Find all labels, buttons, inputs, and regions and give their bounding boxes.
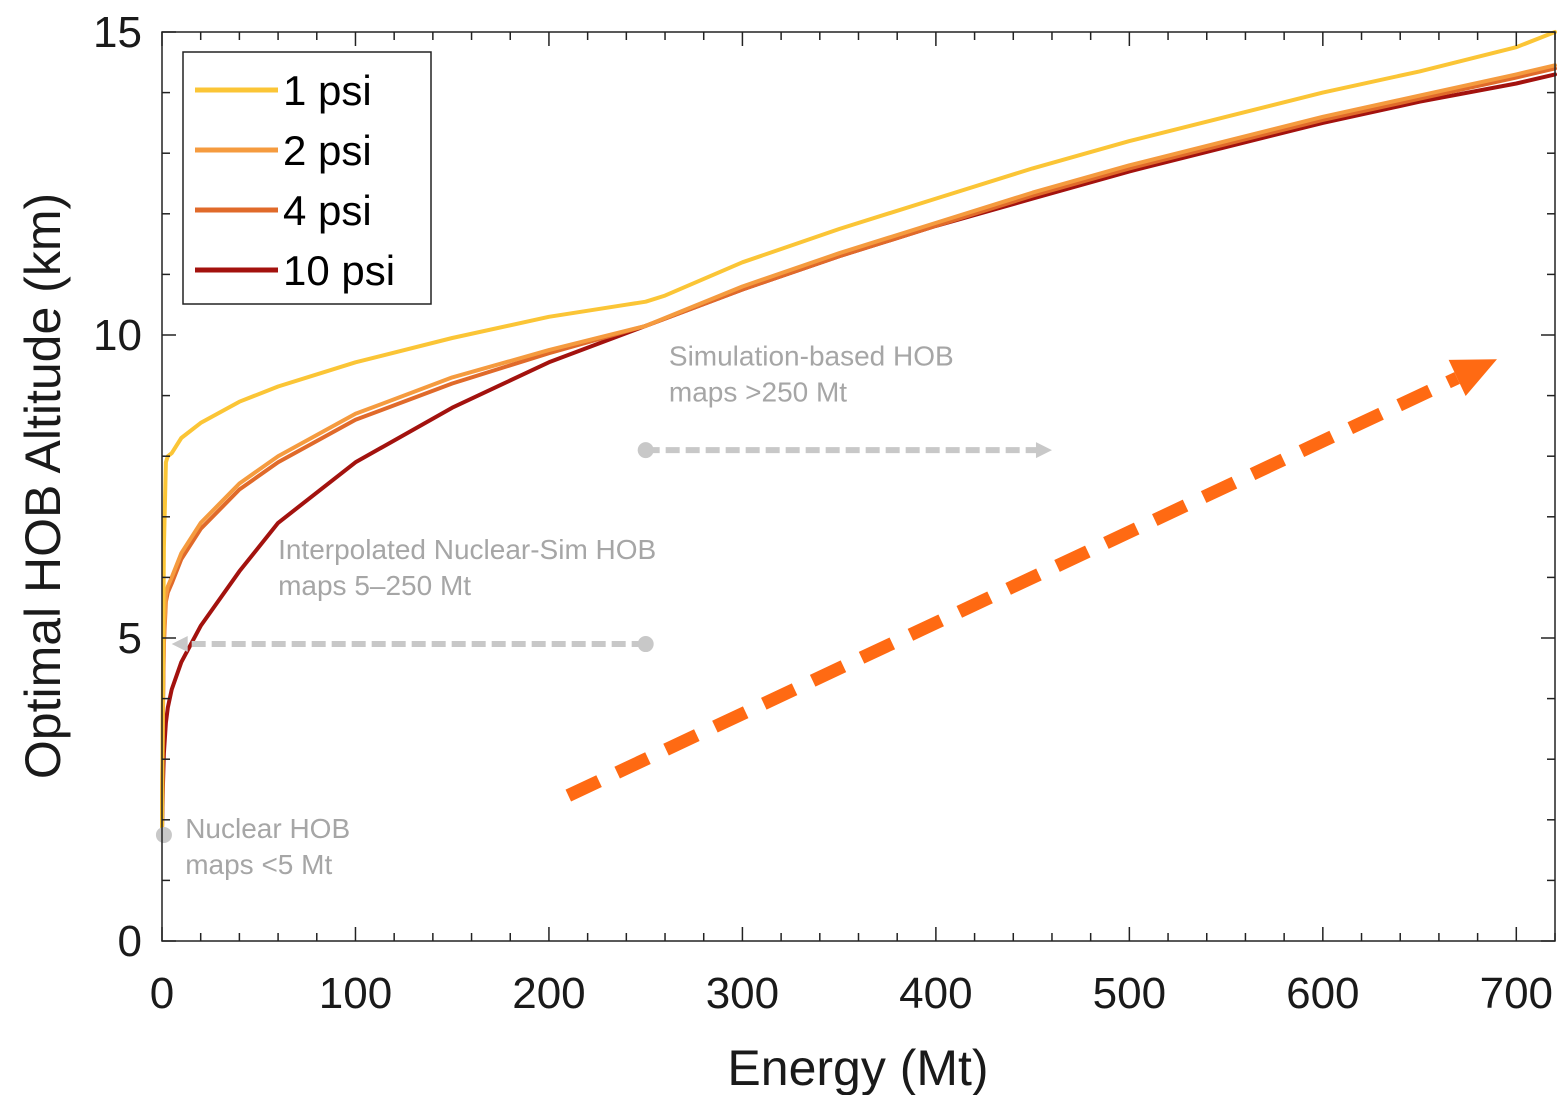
annotation-text-interpolated-0: Interpolated Nuclear-Sim HOB xyxy=(278,534,656,565)
x-tick-label: 100 xyxy=(319,969,392,1018)
annotation-text-simulation-1: maps >250 Mt xyxy=(669,376,847,407)
annotation-text-interpolated-1: maps 5–250 Mt xyxy=(278,570,471,601)
x-tick-label: 0 xyxy=(150,969,174,1018)
annotation-text-nuclear-1: maps <5 Mt xyxy=(185,849,332,880)
y-tick-label: 10 xyxy=(93,311,142,360)
legend-label-0: 1 psi xyxy=(283,67,372,114)
annotation-text-simulation-0: Simulation-based HOB xyxy=(669,340,954,371)
annotation-text-nuclear-0: Nuclear HOB xyxy=(185,813,350,844)
annotation-dot-simulation xyxy=(637,442,654,459)
x-axis-title: Energy (Mt) xyxy=(727,1040,988,1095)
ticks-group: 0 100 200 300 400 500 600 700 0 5 10 15 xyxy=(93,8,1556,1018)
annotation-arrowhead-interpolated xyxy=(171,636,188,653)
x-tick-label: 700 xyxy=(1480,969,1553,1018)
annotation-dot-interpolated xyxy=(637,636,654,653)
series-line-3 xyxy=(160,72,1557,834)
y-tick-label: 5 xyxy=(118,614,142,663)
y-tick-label: 15 xyxy=(93,8,142,57)
legend-label-3: 10 psi xyxy=(283,247,395,294)
x-tick-label: 200 xyxy=(512,969,585,1018)
trend-arrow-head xyxy=(1448,359,1497,397)
annotation-dot-nuclear xyxy=(155,826,172,843)
legend-label-1: 2 psi xyxy=(283,127,372,174)
series-line-1 xyxy=(160,63,1557,822)
x-tick-label: 600 xyxy=(1286,969,1359,1018)
legend-label-2: 4 psi xyxy=(283,187,372,234)
y-axis-title: Optimal HOB Altitude (km) xyxy=(15,193,71,779)
trend-arrow-line xyxy=(565,372,1460,802)
legend: 1 psi 2 psi 4 psi 10 psi xyxy=(182,51,432,305)
y-tick-label: 0 xyxy=(118,917,142,966)
x-tick-label: 400 xyxy=(899,969,972,1018)
annotation-arrowhead-simulation xyxy=(1035,442,1052,459)
x-tick-label: 300 xyxy=(706,969,779,1018)
x-tick-label: 500 xyxy=(1093,969,1166,1018)
annotations-group: Nuclear HOB maps <5 Mt Interpolated Nuclea… xyxy=(155,340,1497,880)
legend-box xyxy=(182,51,432,305)
